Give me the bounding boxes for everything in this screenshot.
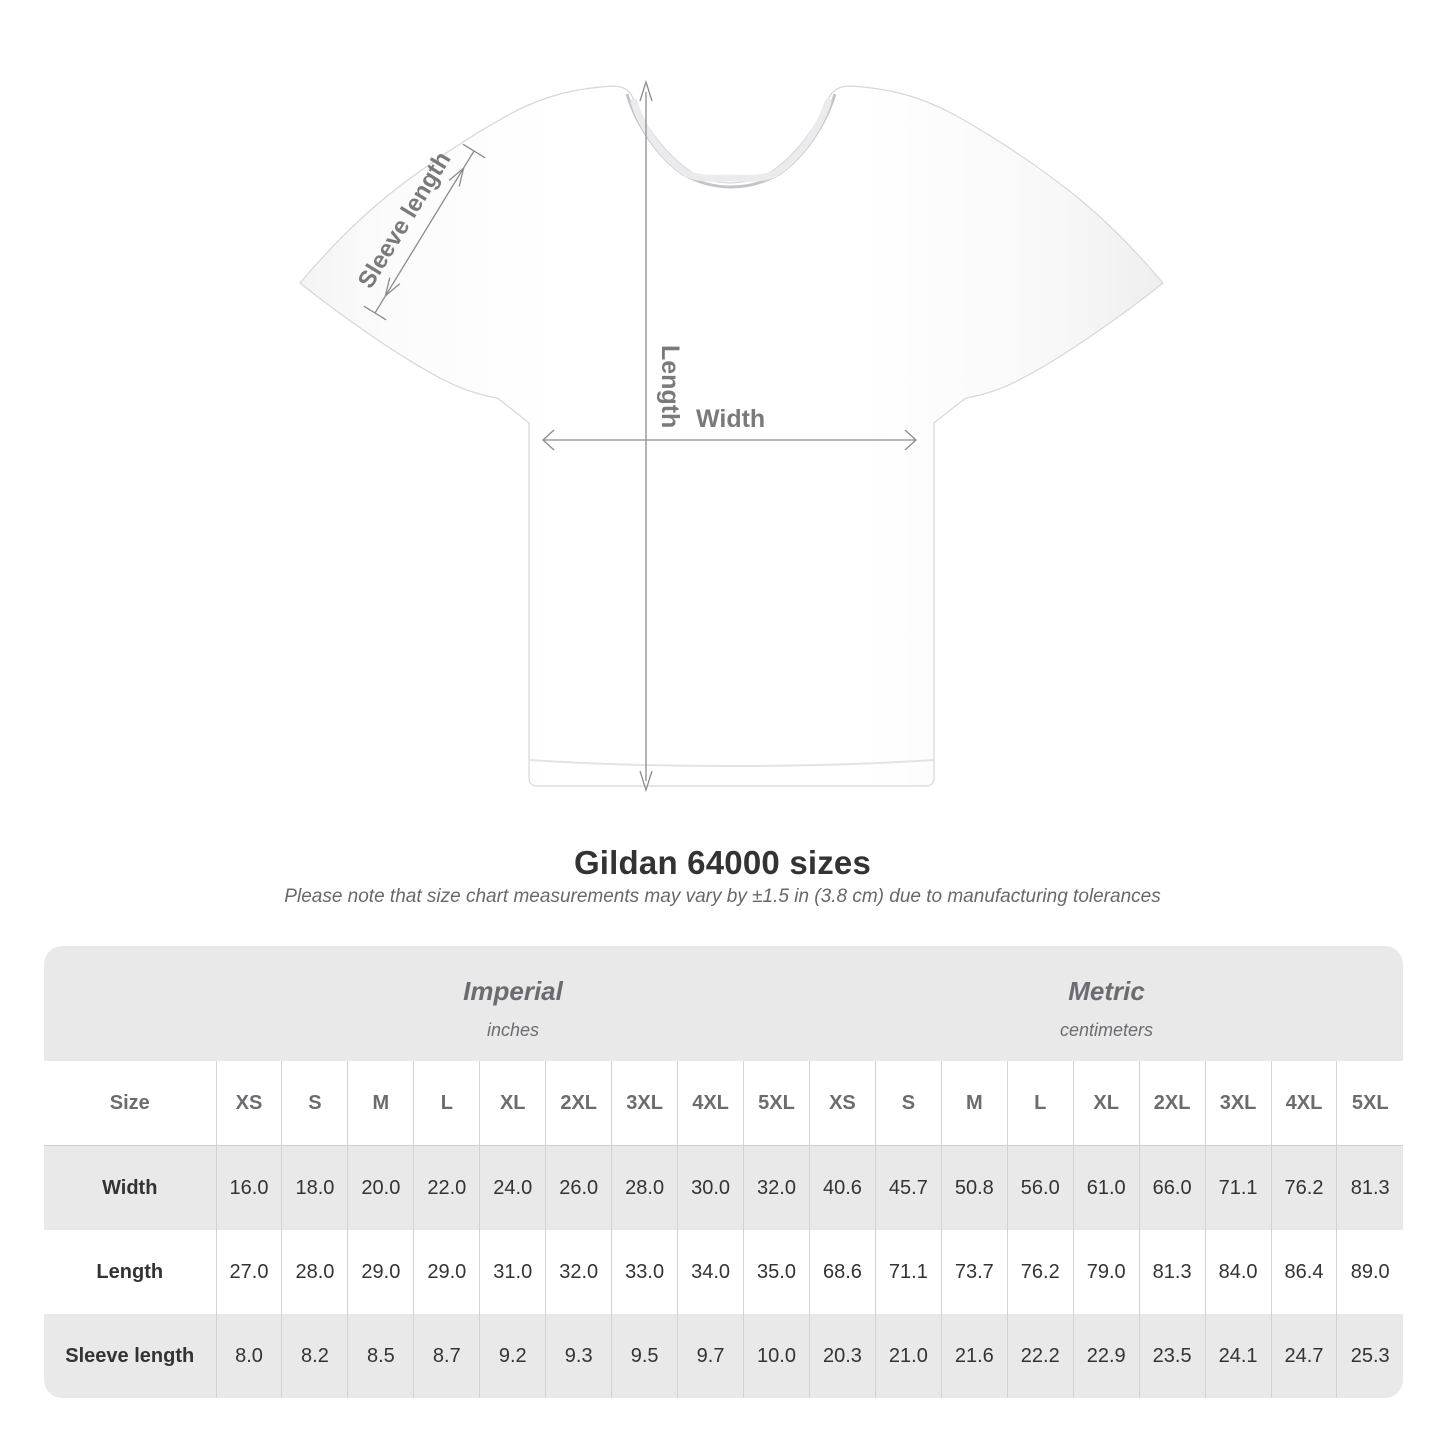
svg-text:Length: Length (656, 345, 684, 428)
svg-text:Width: Width (696, 405, 765, 433)
